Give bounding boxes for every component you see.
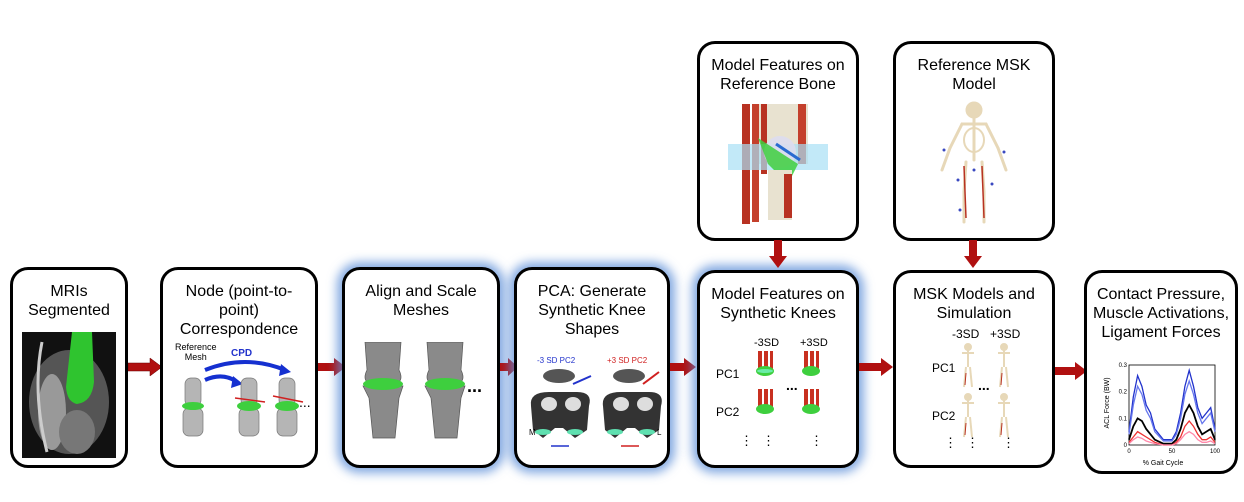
acl-force-chart: 0 0.1 0.2 0.3 0 50 100 ACL Force (BW) % Gait C… — [1104, 363, 1221, 467]
model-features-ref-box: Model Features on Reference Bone — [697, 41, 859, 241]
chart-xtick: 100 — [1210, 449, 1221, 455]
msk-vdots-1: ⋮ — [944, 435, 957, 450]
pca-pos-label: +3 SD PC2 — [607, 356, 648, 365]
synth-vdots-1: ⋮ — [740, 433, 753, 448]
node-illustration — [182, 360, 304, 437]
pca-l-label: L — [657, 428, 662, 437]
chart-series-line — [1128, 430, 1216, 446]
chart-series-line — [1128, 419, 1216, 446]
mri-title: MRIs Segmented — [28, 283, 110, 319]
skeleton-image — [940, 101, 1008, 224]
arrow-right-4 — [670, 358, 696, 376]
synth-pos-header: +3SD — [800, 337, 828, 349]
msk-sim-box: MSK Models and Simulation -3SD +3SD PC1 … — [893, 270, 1055, 468]
msk-vdots-3: ⋮ — [1002, 435, 1015, 450]
synth-vdots-3: ⋮ — [810, 433, 823, 448]
align-box: Align and Scale Meshes ... — [342, 267, 500, 468]
synth-pc2-label: PC2 — [716, 405, 740, 419]
chart-ytick: 0 — [1124, 443, 1128, 449]
chart-xtick: 0 — [1127, 449, 1131, 455]
node-title: Node (point-to-point) Correspondence — [179, 283, 299, 338]
msk-skeleton-grid — [962, 343, 1010, 438]
arrow-right-5 — [859, 358, 893, 376]
msk-pc1-label: PC1 — [932, 361, 956, 375]
msk-pc2-label: PC2 — [932, 409, 956, 423]
model-features-synth-title: Model Features on Synthetic Knees — [711, 286, 845, 322]
model-features-synth-box: Model Features on Synthetic Knees -3SD +… — [697, 270, 859, 468]
chart-ytick: 0.2 — [1119, 390, 1128, 396]
ref-msk-box: Reference MSK Model — [893, 41, 1055, 241]
chart-xtick: 50 — [1169, 449, 1176, 455]
msk-neg-header: -3SD — [952, 327, 980, 341]
pca-shapes — [530, 369, 662, 447]
node-box: Node (point-to-point) Correspondence Ref… — [160, 267, 318, 468]
chart-ytick: 0.3 — [1119, 363, 1128, 369]
pca-box: PCA: Generate Synthetic Knee Shapes -3 S… — [514, 267, 670, 468]
mri-image — [22, 332, 116, 458]
synth-ellipsis: ... — [786, 377, 798, 393]
chart-series-line — [1128, 367, 1216, 441]
cpd-label: CPD — [231, 348, 253, 359]
arrow-down-1 — [769, 240, 787, 268]
msk-ellipsis: ... — [978, 377, 990, 393]
chart-series-line — [1128, 378, 1216, 442]
pca-title: PCA: Generate Synthetic Knee Shapes — [537, 283, 647, 338]
chart-ytick: 0.1 — [1119, 416, 1128, 422]
contact-box: Contact Pressure, Muscle Activations, Li… — [1084, 270, 1238, 474]
arrow-down-2 — [964, 240, 982, 268]
reference-mesh-label: Reference Mesh — [175, 342, 217, 362]
contact-title: Contact Pressure, Muscle Activations, Li… — [1092, 286, 1230, 341]
chart-ylabel: ACL Force (BW) — [1104, 377, 1111, 428]
arrow-right-1 — [128, 357, 163, 377]
model-features-ref-title: Model Features on Reference Bone — [711, 57, 845, 93]
arrow-right-2 — [318, 358, 346, 376]
align-title: Align and Scale Meshes — [365, 283, 477, 319]
ref-bone-image — [728, 104, 828, 224]
chart-series-line — [1128, 403, 1216, 445]
ref-msk-title: Reference MSK Model — [917, 57, 1031, 93]
synth-neg-header: -3SD — [754, 337, 780, 349]
arrow-right-6 — [1055, 362, 1087, 380]
mri-box: MRIs Segmented — [10, 267, 128, 468]
align-ellipsis: ... — [467, 376, 483, 396]
synth-knee-grid — [756, 351, 820, 414]
synth-vdots-2: ⋮ — [762, 433, 775, 448]
node-ellipsis: ... — [299, 394, 311, 410]
chart-xlabel: % Gait Cycle — [1143, 460, 1184, 467]
msk-sim-title: MSK Models and Simulation — [913, 286, 1035, 322]
msk-vdots-2: ⋮ — [966, 435, 979, 450]
align-meshes — [362, 342, 466, 439]
pca-neg-label: -3 SD PC2 — [537, 356, 576, 365]
pca-m-label: M — [529, 428, 536, 437]
arrow-right-3 — [500, 358, 518, 376]
msk-pos-header: +3SD — [990, 327, 1021, 341]
synth-pc1-label: PC1 — [716, 367, 740, 381]
